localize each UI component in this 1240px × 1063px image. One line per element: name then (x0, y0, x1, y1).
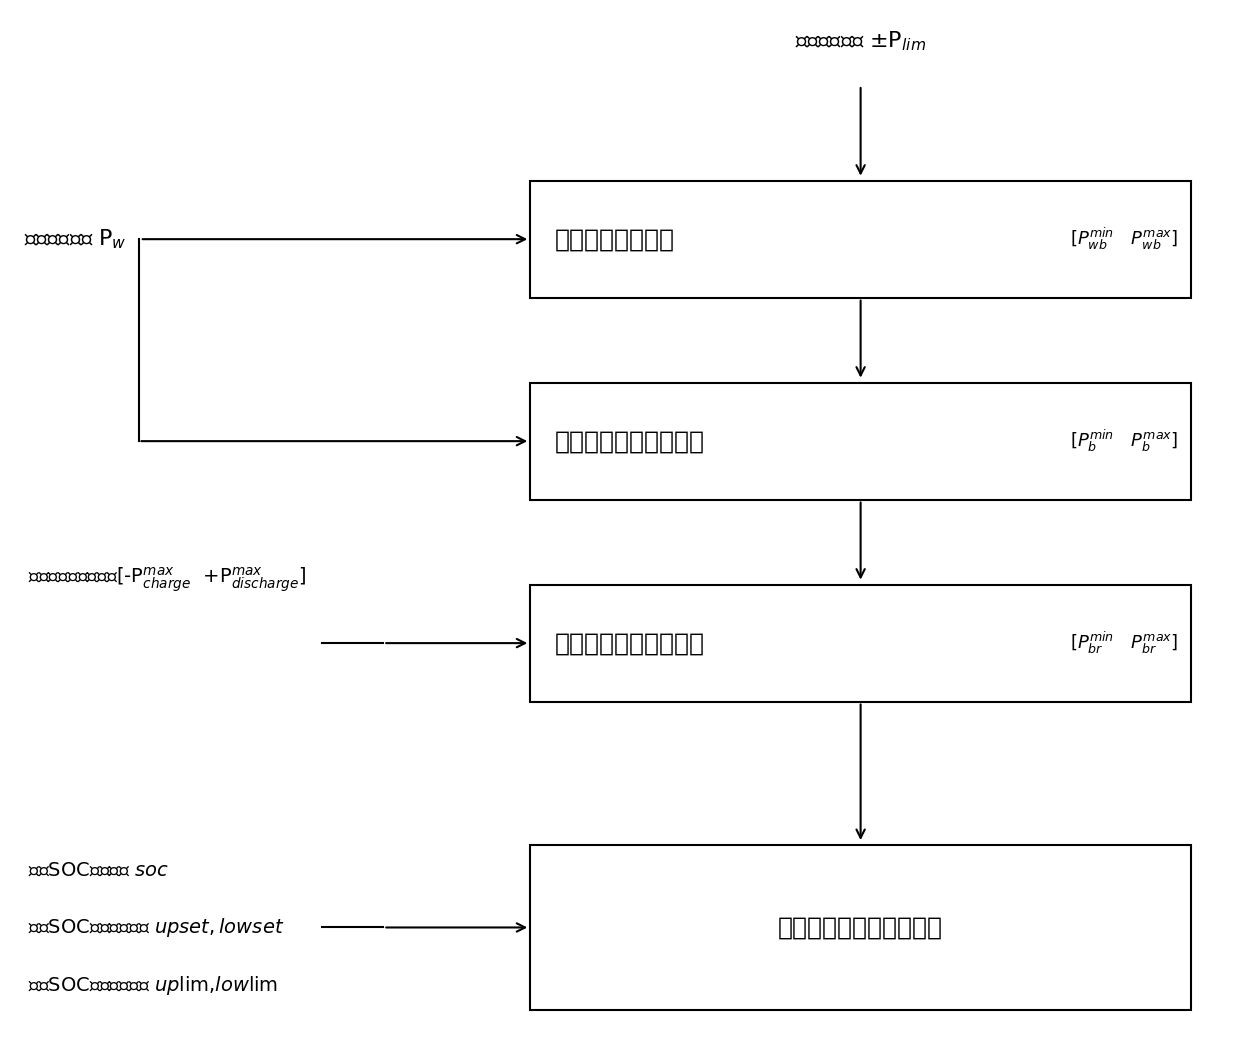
Text: 储能SOC荷电设定限值 $upset, lowset$: 储能SOC荷电设定限值 $upset, lowset$ (29, 916, 285, 939)
Text: 出力波动限值 ±P$_{lim}$: 出力波动限值 ±P$_{lim}$ (795, 30, 926, 53)
FancyBboxPatch shape (531, 383, 1192, 500)
Text: 储能SOC荷电安全限值 $up$lim,$low$lim: 储能SOC荷电安全限值 $up$lim,$low$lim (29, 974, 279, 997)
Text: 计算储能平滑出力区间: 计算储能平滑出力区间 (554, 429, 704, 453)
FancyBboxPatch shape (531, 181, 1192, 298)
Text: 计算储能实际出力区间: 计算储能实际出力区间 (554, 631, 704, 655)
Text: $[P_{br}^{min} \quad P_{br}^{max}]$: $[P_{br}^{min} \quad P_{br}^{max}]$ (1070, 630, 1179, 656)
Text: 计算风储出力区间: 计算风储出力区间 (554, 227, 675, 251)
Text: 储能实际出力设定值选择: 储能实际出力设定值选择 (779, 915, 944, 940)
FancyBboxPatch shape (531, 585, 1192, 702)
Text: 储能充放电功率限值[-P$_{charge}^{max}$  +P$_{discharge}^{max}$]: 储能充放电功率限值[-P$_{charge}^{max}$ +P$_{disch… (29, 566, 306, 593)
Text: 风储出力数据 P$_w$: 风储出力数据 P$_w$ (24, 227, 126, 251)
Text: $[P_b^{min} \quad P_b^{max}]$: $[P_b^{min} \quad P_b^{max}]$ (1070, 428, 1179, 454)
Text: 储能SOC荷电状态 $soc$: 储能SOC荷电状态 $soc$ (29, 860, 170, 879)
Text: $[P_{wb}^{min} \quad P_{wb}^{max}]$: $[P_{wb}^{min} \quad P_{wb}^{max}]$ (1070, 226, 1179, 252)
FancyBboxPatch shape (531, 845, 1192, 1010)
